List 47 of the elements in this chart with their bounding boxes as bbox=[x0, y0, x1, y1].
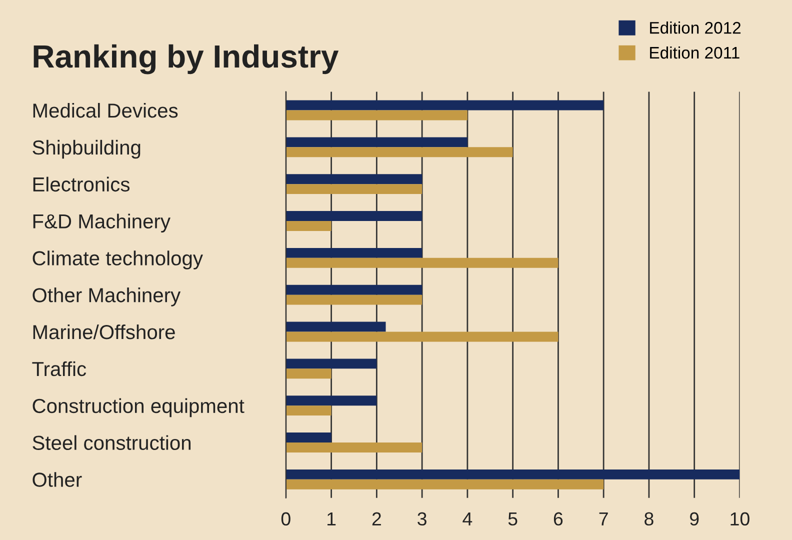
x-tick-label: 3 bbox=[418, 512, 426, 526]
bar bbox=[286, 248, 422, 258]
bar bbox=[286, 294, 422, 305]
bar bbox=[286, 258, 558, 268]
bar bbox=[286, 211, 422, 222]
bar bbox=[286, 100, 604, 110]
bar bbox=[286, 442, 422, 452]
y-tick-label: F&D Machinery bbox=[33, 214, 170, 232]
bar bbox=[286, 332, 558, 342]
bar bbox=[286, 368, 332, 379]
bar bbox=[286, 406, 332, 416]
legend-label: Edition 2012 bbox=[650, 21, 741, 34]
x-tick-label: 2 bbox=[372, 512, 381, 526]
bar bbox=[286, 479, 604, 490]
y-tick-label: Other Machinery bbox=[32, 288, 181, 306]
y-tick-label: Steel construction bbox=[32, 435, 191, 450]
x-tick-label: 10 bbox=[730, 512, 750, 526]
y-tick-label: Other bbox=[32, 472, 82, 487]
bar bbox=[286, 396, 377, 406]
y-tick-label: Climate technology bbox=[32, 250, 203, 270]
bar bbox=[286, 322, 386, 332]
bar bbox=[286, 469, 740, 480]
y-tick-label: Traffic bbox=[32, 361, 86, 376]
bar bbox=[286, 432, 332, 443]
x-tick-label: 6 bbox=[554, 512, 563, 526]
x-tick-label: 9 bbox=[690, 512, 699, 526]
x-tick-label: 8 bbox=[644, 512, 654, 526]
bar bbox=[286, 174, 422, 184]
bar bbox=[286, 358, 377, 369]
chart-title: Ranking by Industry bbox=[34, 44, 339, 74]
y-tick-label: Medical Devices bbox=[33, 102, 178, 118]
x-tick-label: 5 bbox=[508, 512, 518, 526]
x-tick-label: 1 bbox=[328, 512, 336, 526]
bar bbox=[286, 110, 468, 120]
y-tick-label: Construction equipment bbox=[32, 398, 244, 418]
bar bbox=[286, 284, 422, 295]
y-tick-label: Electronics bbox=[33, 176, 130, 192]
x-tick-label: 0 bbox=[281, 512, 290, 526]
bar bbox=[286, 147, 513, 158]
x-tick-label: 7 bbox=[599, 512, 608, 526]
bar bbox=[286, 184, 422, 194]
x-tick-label: 4 bbox=[462, 512, 472, 526]
y-tick-label: Shipbuilding bbox=[32, 140, 140, 159]
legend-label: Edition 2011 bbox=[650, 46, 740, 59]
y-tick-label: Marine/Offshore bbox=[33, 324, 175, 340]
bar bbox=[286, 221, 332, 231]
bar bbox=[286, 137, 468, 148]
